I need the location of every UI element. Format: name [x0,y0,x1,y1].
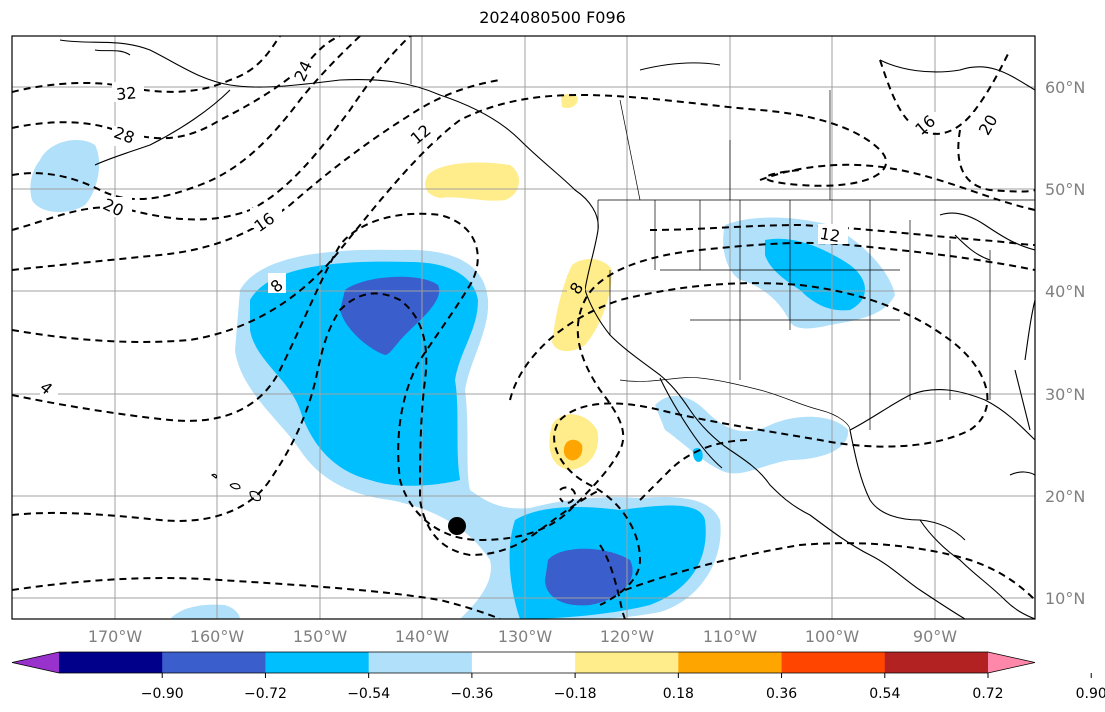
graticule [12,36,1035,619]
negative-anomaly-dark-south [545,548,633,606]
colorbar-tick-label: −0.36 [450,686,493,702]
contour-28 [12,36,341,140]
lat-label-10n: 10°N [1045,589,1085,608]
colorbar-tick-label: 0.90 [1076,686,1105,702]
colorbar-segment [265,652,370,673]
lon-label-120w: 120°W [600,627,655,646]
lat-label-40n: 40°N [1045,282,1085,301]
colorbar-segment [781,652,886,673]
contour-24 [12,36,361,200]
longitude-labels: 170°W 160°W 150°W 140°W 130°W 120°W 110°… [88,627,957,646]
colorbar-tick-label: 0.18 [663,686,694,702]
colorbar-segment [471,652,576,673]
positive-anomaly-yellow-small [561,94,578,108]
colorbar-tick-label: 0.36 [766,686,797,702]
colorbar-segment [59,652,163,673]
contour-inner-2 [509,282,989,606]
lon-label-150w: 150°W [293,627,348,646]
positive-anomaly-orange-baja [563,439,583,461]
negative-anomaly-light-mexico [655,395,849,474]
contour-ne-4 [649,223,1035,246]
lat-label-50n: 50°N [1045,180,1085,199]
map-frame [11,35,1036,620]
colorbar-tick-label: 0.72 [972,686,1003,702]
lon-label-130w: 130°W [498,627,553,646]
contour-pac-lower [599,544,626,619]
contour-ne-2 [957,129,1035,193]
contour-32 [12,36,281,93]
lon-label-100w: 100°W [805,627,860,646]
negative-anomaly-light-southwest [170,604,240,619]
colorbar-tick-label: −0.54 [347,686,390,702]
colorbar-outline [11,651,1036,674]
contour-label: 32 [115,83,137,104]
contour-16 [12,79,501,271]
lat-label-60n: 60°N [1045,78,1085,97]
negative-anomaly-dark-west [340,276,440,355]
map-area: 32 28 24 20 16 12 8 4 16 20 12 8 [12,36,1035,619]
contour-pac-loop [559,486,577,504]
latitude-labels: 60°N 50°N 40°N 30°N 20°N 10°N [1045,78,1085,608]
lat-label-30n: 30°N [1045,385,1085,404]
colorbar-segment [884,652,989,673]
colorbar-extend-min [12,652,59,673]
storm-center-marker [448,517,466,535]
colorbar-extend-max [988,652,1035,673]
contour-inner-1 [12,577,501,619]
map-title: 2024080500 F096 [479,8,626,27]
lon-label-160w: 160°W [190,627,245,646]
colorbar-segment [678,652,783,673]
contour-inner-4 [639,439,751,501]
colorbar-segment [368,652,473,673]
colorbar-segment [575,652,679,673]
contour-ne-1 [879,49,1011,135]
dashed-contours [12,36,1035,619]
coastlines [59,39,1035,619]
contour-labels: 32 28 24 20 16 12 8 4 16 20 12 8 [36,58,1002,399]
colorbar: −0.90 −0.72 −0.54 −0.36 −0.18 0.18 0.36 0.54 0.7… [11,651,1105,702]
lon-label-140w: 140°W [395,627,450,646]
colorbar-tick-label: −0.90 [141,686,184,702]
political-borders [410,36,1035,431]
colorbar-tick-label: −0.72 [244,686,287,702]
lon-label-170w: 170°W [88,627,143,646]
contour-label: 12 [818,224,841,246]
contour-ne-3 [759,163,1035,211]
positive-anomaly-yellow-bc [425,162,520,201]
contour-inner-3 [624,542,1035,601]
colorbar-tick-label: 0.54 [869,686,900,702]
lon-label-90w: 90°W [913,627,957,646]
colorbar-tick-label: −0.18 [554,686,597,702]
contour-8 [12,212,1035,542]
colorbar-segment [162,652,266,673]
lat-label-20n: 20°N [1045,487,1085,506]
lon-label-110w: 110°W [703,627,758,646]
contour-20 [12,36,411,231]
